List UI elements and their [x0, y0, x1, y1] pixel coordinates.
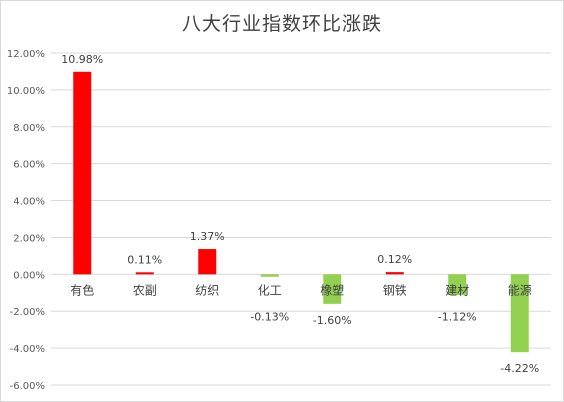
category-label: 农副	[133, 283, 157, 297]
data-label: 0.11%	[127, 253, 162, 266]
category-label: 有色	[70, 283, 94, 297]
data-label: 1.37%	[190, 230, 225, 243]
category-label: 化工	[258, 283, 282, 297]
y-tick-label: 6.00%	[13, 160, 45, 171]
bar-3	[198, 249, 217, 275]
bar-1	[73, 71, 92, 275]
bar-8	[510, 274, 529, 353]
bar-4	[260, 274, 279, 277]
y-tick-label: 8.00%	[13, 123, 45, 134]
data-label: -1.60%	[313, 314, 352, 327]
y-tick-label: 10.00%	[7, 86, 45, 97]
data-label: -1.12%	[438, 310, 477, 323]
label-layer: 12.00% 10.00% 8.00% 6.00% 4.00% 2.00% 0.00% -2.…	[7, 49, 539, 392]
y-tick-label: -6.00%	[10, 381, 45, 392]
data-label: 10.98%	[61, 53, 103, 66]
bar-5	[323, 274, 342, 304]
bar-2	[135, 272, 154, 275]
category-label: 纺织	[195, 283, 219, 297]
y-tick-label: 2.00%	[13, 233, 45, 244]
data-label: -0.13%	[250, 310, 289, 323]
bar-layer	[73, 71, 529, 353]
category-label: 建材	[445, 283, 469, 297]
data-label: -4.22%	[500, 362, 539, 375]
y-tick-label: -2.00%	[10, 307, 45, 318]
y-tick-label: 0.00%	[13, 270, 45, 281]
category-label: 橡塑	[320, 282, 344, 297]
category-label: 能源	[508, 283, 532, 297]
grid-layer	[51, 52, 551, 386]
chart-title: 八大行业指数环比涨跌	[181, 13, 382, 35]
bar-7	[448, 274, 467, 295]
category-label: 钢铁	[383, 283, 407, 297]
bar-6	[385, 272, 404, 275]
y-tick-label: 4.00%	[13, 197, 45, 208]
y-tick-label: -4.00%	[10, 344, 45, 355]
data-label: 0.12%	[377, 253, 412, 266]
y-tick-label: 12.00%	[7, 49, 45, 60]
